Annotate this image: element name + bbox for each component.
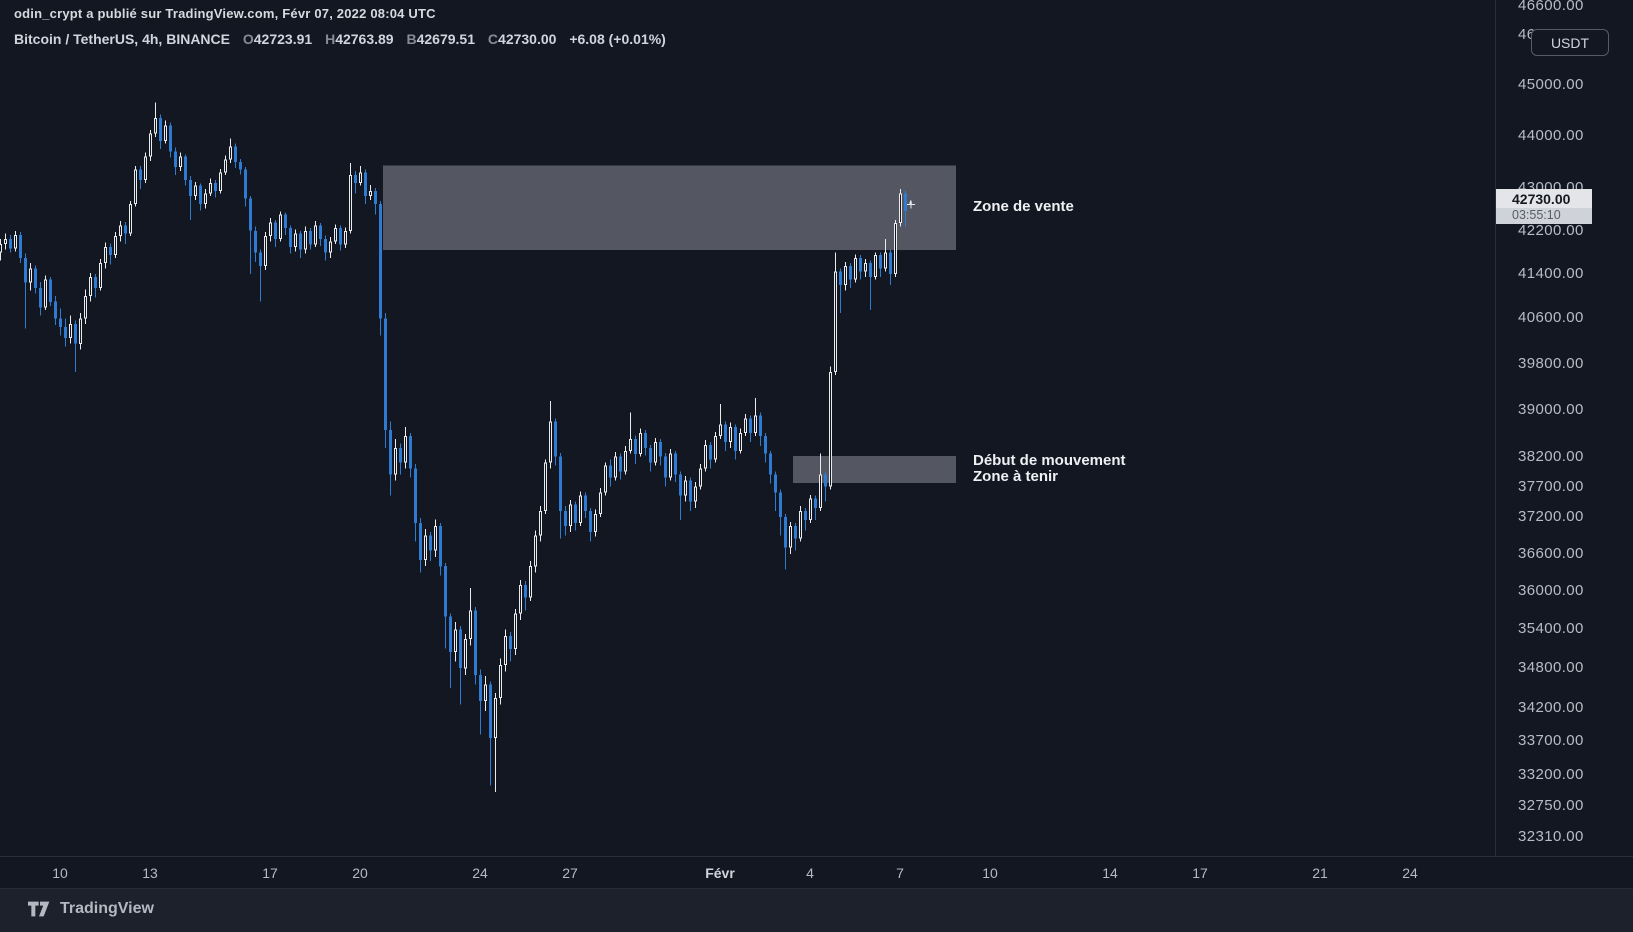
time-tick-label: 14 xyxy=(1102,865,1118,881)
price-tick-label: 37200.00 xyxy=(1518,507,1584,525)
price-tick-label: 33700.00 xyxy=(1518,732,1584,750)
time-tick-label: 20 xyxy=(352,865,368,881)
attribution-text: odin_crypt a publié sur TradingView.com,… xyxy=(14,6,436,21)
price-axis[interactable]: USDT 42730.00 03:55:10 46600.0046000.004… xyxy=(1495,0,1633,856)
time-tick-label: 4 xyxy=(806,865,814,881)
tradingview-logo[interactable]: TradingView xyxy=(28,900,154,918)
price-tick-label: 35400.00 xyxy=(1518,620,1584,638)
symbol-title: Bitcoin / TetherUS, 4h, BINANCE xyxy=(14,31,230,47)
time-axis[interactable]: 10 13 17 20 24 27 Févr 4 7 10 14 17 21 24 xyxy=(0,856,1633,889)
time-tick-label: 24 xyxy=(472,865,488,881)
price-tick-label: 42200.00 xyxy=(1518,221,1584,239)
price-tick-label: 45000.00 xyxy=(1518,75,1584,93)
price-tick-label: 34800.00 xyxy=(1518,659,1584,677)
tradingview-wordmark: TradingView xyxy=(60,900,154,917)
time-tick-label: 10 xyxy=(52,865,68,881)
attribution-bar: odin_crypt a publié sur TradingView.com,… xyxy=(0,0,1633,28)
candles xyxy=(0,102,912,793)
last-price-label: 42730.00 03:55:10 xyxy=(1496,189,1592,224)
time-tick-label: 7 xyxy=(896,865,904,881)
price-tick-label: 44000.00 xyxy=(1518,126,1584,144)
bar-countdown: 03:55:10 xyxy=(1496,208,1592,224)
time-tick-label: 17 xyxy=(262,865,278,881)
price-tick-label: 32310.00 xyxy=(1518,827,1584,845)
candlestick-chart-canvas[interactable] xyxy=(0,0,1495,856)
supply-demand-zones xyxy=(383,165,956,483)
time-tick-label: 21 xyxy=(1312,865,1328,881)
price-tick-label: 34200.00 xyxy=(1518,698,1584,716)
price-tick-label: 36600.00 xyxy=(1518,544,1584,562)
add-alert-plus-icon[interactable] xyxy=(907,200,915,209)
time-tick-label: Févr xyxy=(705,865,735,881)
chart-pane[interactable]: Bitcoin / TetherUS, 4h, BINANCE O42723.9… xyxy=(0,0,1495,856)
time-tick-label: 27 xyxy=(562,865,578,881)
price-tick-label: 38200.00 xyxy=(1518,447,1584,465)
ohlc-high: H42763.89 xyxy=(325,31,394,47)
ohlc-low: B42679.51 xyxy=(406,31,476,47)
price-tick-label: 36000.00 xyxy=(1518,582,1584,600)
symbol-legend: Bitcoin / TetherUS, 4h, BINANCE O42723.9… xyxy=(14,31,666,47)
time-tick-label: 10 xyxy=(982,865,998,881)
price-tick-label: 39000.00 xyxy=(1518,400,1584,418)
ohlc-close: C42730.00 xyxy=(487,31,557,47)
price-tick-label: 37700.00 xyxy=(1518,477,1584,495)
time-tick-label: 17 xyxy=(1192,865,1208,881)
price-tick-label: 41400.00 xyxy=(1518,265,1584,283)
price-change: +6.08 (+0.01%) xyxy=(569,31,666,47)
currency-toggle-button[interactable]: USDT xyxy=(1531,29,1609,56)
last-price-value: 42730.00 xyxy=(1512,191,1571,207)
price-tick-label: 32750.00 xyxy=(1518,796,1584,814)
ohlc-open: O42723.91 xyxy=(242,31,313,47)
price-tick-label: 46600.00 xyxy=(1518,0,1584,14)
time-tick-label: 13 xyxy=(142,865,158,881)
price-tick-label: 33200.00 xyxy=(1518,766,1584,784)
footer-bar: TradingView xyxy=(0,888,1633,932)
price-tick-label: 40600.00 xyxy=(1518,309,1584,327)
time-tick-label: 24 xyxy=(1402,865,1418,881)
zone-label-2: Début de mouvement Zone à tenir xyxy=(973,451,1126,485)
price-tick-label: 39800.00 xyxy=(1518,354,1584,372)
tradingview-logo-icon xyxy=(28,901,50,917)
zone-label-1: Zone de vente xyxy=(973,197,1074,215)
